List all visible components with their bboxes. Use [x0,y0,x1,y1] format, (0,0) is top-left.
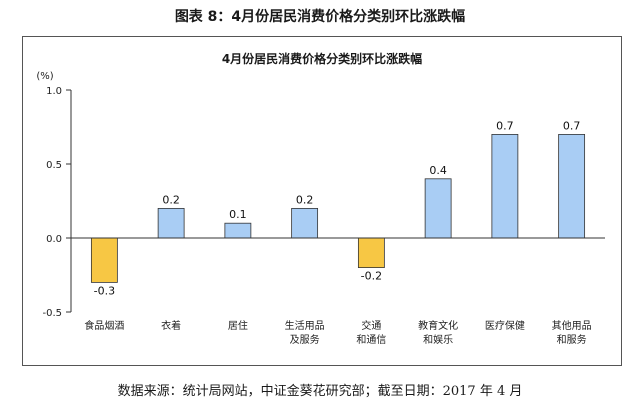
y-axis-unit: (%) [36,71,53,82]
data-label: -0.3 [94,284,115,297]
y-tick-label: 1.0 [46,86,62,97]
y-tick-label: 0.0 [46,234,62,245]
bar [157,207,185,239]
category-label: 其他用品和服务 [552,319,592,346]
data-label: 0.7 [496,119,514,132]
data-label: 0.4 [429,164,447,177]
category-label: 食品烟酒 [84,319,124,332]
y-tick-label: -0.5 [42,308,62,319]
bar [491,134,519,239]
category-label: 生活用品及服务 [285,319,325,346]
bar-chart: 4月份居民消费价格分类别环比涨跌幅 (%) -0.5 0.0 0.5 1.0 食品烟酒… [36,51,605,346]
bar [90,237,118,283]
y-tick-label: 0.5 [46,160,62,171]
category-label: 医疗保健 [485,319,525,332]
data-label: 0.2 [162,193,180,206]
source-note: 数据来源：统计局网站，中证金葵花研究部；截至日期：2017 年 4 月 [117,384,523,399]
figure-title: 图表 8：4月份居民消费价格分类别环比涨跌幅 [174,9,466,25]
data-label: 0.1 [229,208,247,221]
bar [357,237,385,269]
bar [291,207,319,239]
data-label: 0.2 [296,193,314,206]
data-label: -0.2 [361,270,382,283]
category-label: 交通和通信 [356,319,386,346]
category-labels: 食品烟酒 衣着 居住 生活用品及服务 交通和通信 教育文化和娱乐 医疗保健 其他用品和服务 [84,319,591,346]
bars-group [90,134,586,283]
chart-frame: 4月份居民消费价格分类别环比涨跌幅 (%) -0.5 0.0 0.5 1.0 食品烟酒… [22,36,622,366]
bar [224,222,252,239]
y-axis-ticks: -0.5 0.0 0.5 1.0 [42,86,72,319]
data-labels: -0.3 0.2 0.1 0.2 -0.2 0.4 0.7 0.7 [94,119,581,297]
data-label: 0.7 [563,119,581,132]
category-label: 居住 [228,319,248,332]
category-label: 衣着 [161,319,181,332]
chart-title: 4月份居民消费价格分类别环比涨跌幅 [222,51,422,66]
bar [424,178,452,239]
category-label: 教育文化和娱乐 [418,319,458,346]
bar [558,134,586,239]
